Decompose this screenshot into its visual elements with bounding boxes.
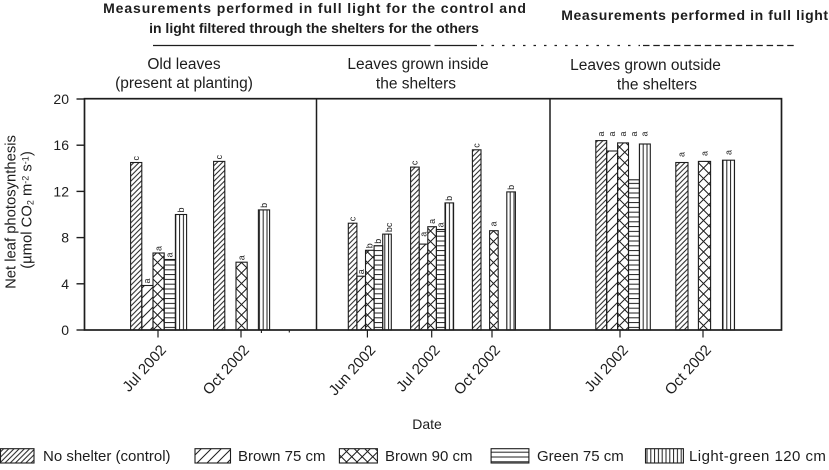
svg-text:a: a [723, 150, 733, 155]
svg-text:b: b [444, 196, 454, 201]
svg-text:Net leaf photosynthesis: Net leaf photosynthesis [4, 135, 20, 289]
svg-text:a: a [153, 246, 163, 251]
svg-text:c: c [214, 154, 224, 159]
svg-text:a: a [427, 219, 437, 224]
svg-text:Old leaves: Old leaves [147, 56, 220, 73]
svg-text:c: c [472, 143, 482, 148]
svg-text:Date: Date [412, 416, 442, 432]
svg-text:the shelters: the shelters [376, 76, 456, 93]
svg-text:4: 4 [61, 276, 69, 292]
svg-text:0: 0 [61, 322, 69, 338]
svg-text:8: 8 [61, 230, 69, 246]
svg-text:Light-green 120 cm: Light-green 120 cm [689, 448, 826, 465]
svg-text:in light filtered through the: in light filtered through the shelters f… [149, 20, 479, 36]
svg-text:b: b [176, 207, 186, 212]
svg-text:the shelters: the shelters [617, 77, 697, 94]
svg-text:c: c [347, 216, 357, 221]
svg-text:a: a [436, 222, 446, 227]
svg-text:Leaves grown inside: Leaves grown inside [347, 56, 488, 73]
svg-text:b: b [259, 203, 269, 208]
svg-text:20: 20 [53, 91, 69, 107]
svg-text:16: 16 [53, 137, 69, 153]
svg-text:a: a [356, 269, 366, 274]
svg-text:a: a [640, 131, 650, 136]
svg-text:b: b [365, 243, 375, 248]
svg-text:b: b [506, 185, 516, 190]
svg-text:c: c [410, 160, 420, 165]
svg-text:a: a [699, 151, 709, 156]
svg-text:b: b [373, 239, 383, 244]
svg-text:c: c [131, 156, 141, 161]
svg-text:Measurements performed in full: Measurements performed in full light [561, 7, 828, 23]
svg-text:(present at planting): (present at planting) [115, 75, 253, 92]
svg-text:Green 75 cm: Green 75 cm [537, 448, 624, 465]
svg-text:a: a [236, 255, 246, 260]
svg-text:Brown 75 cm: Brown 75 cm [238, 448, 326, 465]
svg-text:a: a [489, 221, 499, 226]
svg-text:a: a [618, 131, 628, 136]
svg-text:a: a [607, 131, 617, 136]
svg-text:12: 12 [53, 183, 69, 199]
svg-text:a: a [142, 278, 152, 283]
svg-text:Leaves grown outside: Leaves grown outside [570, 57, 721, 74]
svg-text:a: a [165, 252, 175, 257]
svg-text:Measurements performed in full: Measurements performed in full light for… [103, 0, 527, 16]
svg-text:a: a [596, 131, 606, 136]
svg-text:a: a [418, 232, 428, 237]
svg-text:bc: bc [384, 222, 394, 232]
svg-text:a: a [629, 131, 639, 136]
svg-text:(µmol CO2 m-2 s-1): (µmol CO2 m-2 s-1) [20, 151, 36, 269]
svg-text:No shelter (control): No shelter (control) [43, 448, 171, 465]
svg-text:a: a [677, 152, 687, 157]
svg-text:Brown 90 cm: Brown 90 cm [385, 448, 473, 465]
